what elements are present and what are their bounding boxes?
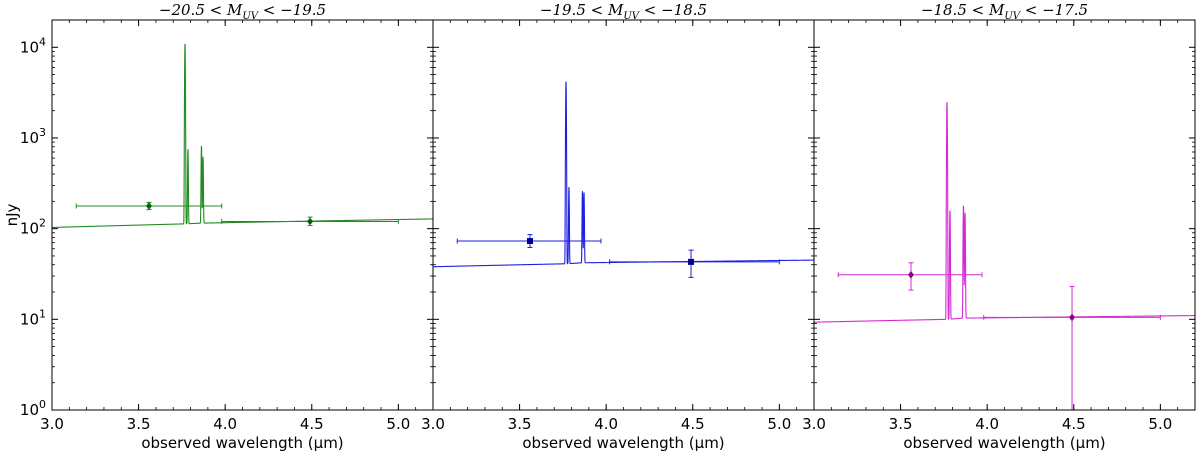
data-marker <box>307 217 314 226</box>
photometry-point-2 <box>983 286 1161 410</box>
photometry-point-1 <box>456 234 602 248</box>
y-axis-title: nJy <box>3 203 21 226</box>
axes-frame <box>432 19 815 411</box>
photometry-point-1 <box>837 262 983 291</box>
panel-1: 3.0 3.5 4.0 4.5 5.0 100 101 102 103 104 observed w… <box>3 1 434 452</box>
spectrum-line <box>433 81 814 268</box>
y-tick-label: 102 <box>20 217 46 238</box>
data-marker <box>145 202 152 210</box>
plot-area <box>433 81 814 278</box>
y-tick-label: 103 <box>20 126 46 147</box>
axes-frame <box>51 19 434 411</box>
photometry-point-1 <box>75 201 223 211</box>
x-tick-label: 4.5 <box>300 415 324 433</box>
x-tick-label: 3.5 <box>127 415 151 433</box>
x-tick-label: 3.0 <box>40 415 64 433</box>
x-tick-label: 3.0 <box>421 415 445 433</box>
spectrum-line <box>52 43 433 229</box>
y-tick-label: 104 <box>20 35 46 56</box>
axes-frame <box>813 19 1196 411</box>
x-tick-label: 3.5 <box>889 415 913 433</box>
panel-title: −19.5 < MUV < −18.5 <box>540 1 707 22</box>
x-tick-label: 5.0 <box>767 415 791 433</box>
x-tick-label: 4.0 <box>594 415 618 433</box>
data-marker <box>1069 313 1076 322</box>
x-tick-label: 3.0 <box>802 415 826 433</box>
x-tick-label: 5.0 <box>1148 415 1172 433</box>
x-tick-label: 3.5 <box>508 415 532 433</box>
x-tick-label: 5.0 <box>386 415 410 433</box>
x-axis-title: observed wavelength (μm) <box>141 434 343 452</box>
y-tick-label: 100 <box>20 398 46 419</box>
photometry-point-2 <box>609 249 780 278</box>
x-tick-label: 4.0 <box>213 415 237 433</box>
panel-2: 3.0 3.5 4.0 4.5 5.0 observed wavelength (μm) −… <box>421 1 815 452</box>
data-marker <box>688 258 695 265</box>
x-tick-label: 4.0 <box>975 415 999 433</box>
plot-area <box>52 43 433 229</box>
panel-title: −18.5 < MUV < −17.5 <box>921 1 1088 22</box>
panel-title: −20.5 < MUV < −19.5 <box>159 1 326 22</box>
data-marker <box>907 270 914 279</box>
photometry-point-2 <box>221 216 399 227</box>
x-axis-title: observed wavelength (μm) <box>522 434 724 452</box>
x-tick-label: 4.5 <box>1062 415 1086 433</box>
panel-3: 3.0 3.5 4.0 4.5 5.0 observed wavelength (μm) −… <box>802 1 1196 452</box>
plot-area <box>814 102 1195 410</box>
y-tick-label: 101 <box>20 307 46 328</box>
data-marker <box>526 238 533 245</box>
x-axis-title: observed wavelength (μm) <box>903 434 1105 452</box>
spectrum-line <box>814 102 1195 323</box>
x-tick-label: 4.5 <box>681 415 705 433</box>
